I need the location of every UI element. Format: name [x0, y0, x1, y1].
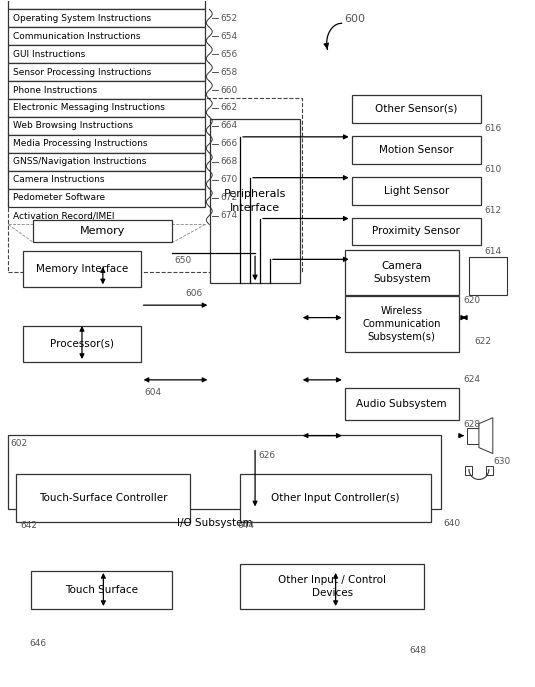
- Text: 640: 640: [443, 519, 460, 528]
- Text: Audio Subsystem: Audio Subsystem: [356, 398, 447, 409]
- Text: 660: 660: [220, 85, 238, 95]
- Text: 662: 662: [220, 104, 238, 113]
- Bar: [9, 10, 205, 27]
- Text: 668: 668: [220, 157, 238, 166]
- Bar: [9, 99, 205, 117]
- Text: Touch Surface: Touch Surface: [65, 585, 139, 595]
- Text: Camera
Subsystem: Camera Subsystem: [373, 261, 431, 284]
- Bar: [9, 63, 205, 81]
- Bar: [31, 571, 172, 609]
- Bar: [351, 136, 481, 164]
- Bar: [9, 435, 441, 509]
- Text: 666: 666: [220, 139, 238, 148]
- Bar: [9, 98, 302, 272]
- Text: Other Input Controller(s): Other Input Controller(s): [271, 493, 400, 504]
- Text: 610: 610: [485, 165, 502, 174]
- Bar: [240, 475, 431, 522]
- Text: Motion Sensor: Motion Sensor: [379, 145, 454, 155]
- Bar: [467, 428, 479, 444]
- Bar: [469, 258, 507, 295]
- Text: 672: 672: [220, 193, 238, 202]
- Bar: [465, 466, 472, 475]
- Text: Web Browsing Instructions: Web Browsing Instructions: [13, 122, 133, 131]
- Bar: [9, 45, 205, 63]
- Text: 656: 656: [220, 49, 238, 58]
- Text: 658: 658: [220, 67, 238, 77]
- Text: Electronic Messaging Instructions: Electronic Messaging Instructions: [13, 104, 165, 113]
- Text: 644: 644: [237, 521, 254, 530]
- Bar: [351, 218, 481, 245]
- Text: 652: 652: [220, 14, 238, 23]
- Text: 664: 664: [220, 122, 238, 131]
- Bar: [9, 135, 205, 153]
- Bar: [210, 119, 300, 283]
- Text: 670: 670: [220, 175, 238, 184]
- Text: 626: 626: [258, 451, 275, 460]
- Bar: [24, 251, 141, 287]
- Text: 648: 648: [409, 646, 426, 655]
- Text: 642: 642: [20, 521, 37, 530]
- Bar: [9, 0, 205, 10]
- Text: 650: 650: [174, 256, 192, 264]
- Text: Other Input / Control
Devices: Other Input / Control Devices: [278, 575, 386, 598]
- Text: Light Sensor: Light Sensor: [384, 185, 449, 196]
- Polygon shape: [479, 418, 493, 453]
- Bar: [345, 388, 459, 420]
- Text: Communication Instructions: Communication Instructions: [13, 32, 141, 41]
- Text: 602: 602: [10, 439, 27, 448]
- Bar: [345, 296, 459, 352]
- Bar: [351, 177, 481, 205]
- Text: Memory Interface: Memory Interface: [36, 264, 128, 274]
- Text: 624: 624: [463, 375, 480, 384]
- Bar: [486, 466, 493, 475]
- Text: Memory: Memory: [80, 227, 126, 236]
- Text: 606: 606: [186, 289, 203, 297]
- Text: 622: 622: [474, 337, 491, 346]
- Text: Camera Instructions: Camera Instructions: [13, 175, 105, 184]
- Text: Proximity Sensor: Proximity Sensor: [372, 227, 460, 236]
- Text: Phone Instructions: Phone Instructions: [13, 85, 97, 95]
- Text: 630: 630: [494, 457, 511, 466]
- Text: 600: 600: [345, 14, 365, 24]
- Text: 620: 620: [463, 295, 480, 304]
- Bar: [351, 95, 481, 123]
- Text: I/O Subsystem: I/O Subsystem: [177, 518, 253, 528]
- Text: 616: 616: [485, 124, 502, 133]
- Bar: [9, 81, 205, 99]
- Bar: [345, 250, 459, 295]
- Text: Sensor Processing Instructions: Sensor Processing Instructions: [13, 67, 151, 77]
- Bar: [9, 170, 205, 189]
- Text: 646: 646: [29, 640, 47, 649]
- Bar: [33, 221, 172, 243]
- Text: Touch-Surface Controller: Touch-Surface Controller: [39, 493, 167, 504]
- Text: Pedometer Software: Pedometer Software: [13, 193, 105, 202]
- Text: Peripherals
Interface: Peripherals Interface: [224, 190, 286, 213]
- Bar: [9, 153, 205, 170]
- Text: 614: 614: [485, 247, 502, 256]
- Text: 628: 628: [463, 420, 480, 429]
- Bar: [9, 117, 205, 135]
- Text: GNSS/Navigation Instructions: GNSS/Navigation Instructions: [13, 157, 147, 166]
- Bar: [16, 475, 190, 522]
- Text: 612: 612: [485, 206, 502, 215]
- Bar: [9, 27, 205, 45]
- Text: 654: 654: [220, 32, 238, 41]
- Text: Operating System Instructions: Operating System Instructions: [13, 14, 151, 23]
- Text: Wireless
Communication
Subsystem(s): Wireless Communication Subsystem(s): [363, 306, 441, 342]
- Bar: [9, 189, 205, 207]
- Text: Other Sensor(s): Other Sensor(s): [375, 104, 457, 114]
- Text: Processor(s): Processor(s): [50, 339, 114, 349]
- Text: 674: 674: [220, 211, 238, 220]
- Bar: [24, 326, 141, 362]
- Bar: [240, 564, 424, 609]
- Text: Activation Record/IMEI: Activation Record/IMEI: [13, 211, 115, 220]
- Text: Media Processing Instructions: Media Processing Instructions: [13, 139, 148, 148]
- Text: 604: 604: [144, 388, 162, 397]
- Text: GUI Instructions: GUI Instructions: [13, 49, 86, 58]
